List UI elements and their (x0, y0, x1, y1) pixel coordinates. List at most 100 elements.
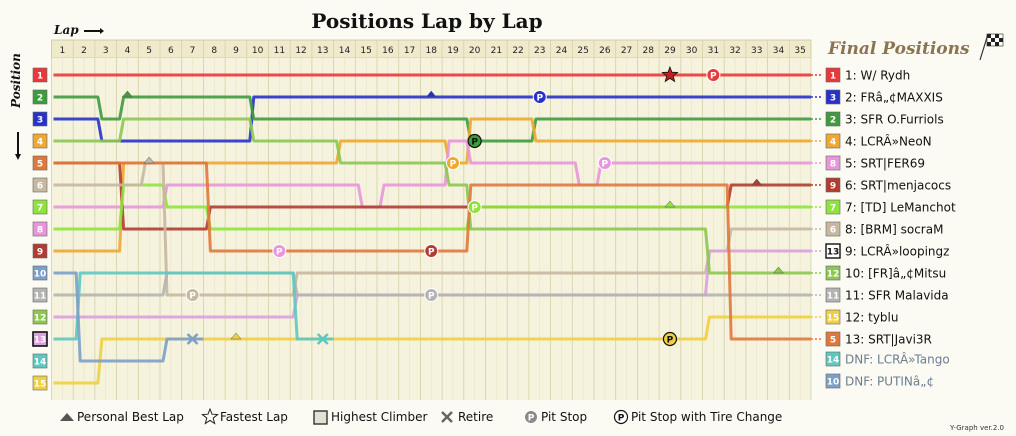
personal-best-marker (772, 266, 784, 274)
start-position-box (32, 265, 48, 281)
checkered-flag-icon (979, 33, 1004, 61)
final-positions-list: 1 1: W/ Rydh 3 2: FRâ„¢MAXXIS 2 3: SFR O.Furr… (825, 67, 956, 389)
legend-label: Retire (458, 410, 493, 424)
series-line (53, 95, 811, 143)
final-position-box (825, 221, 841, 237)
final-position-name: 3: SFR O.Furriols (845, 113, 944, 127)
lap-tick-label: 25 (577, 46, 588, 56)
series-line (53, 271, 334, 341)
final-positions-title: Final Positions (827, 39, 970, 59)
lap-tick-label: 27 (621, 46, 632, 56)
final-position-start: 9 (830, 182, 836, 192)
pit-stop-marker-glyph: P (471, 204, 478, 214)
pit-tire-marker-circle (467, 133, 482, 149)
start-position-label: 8 (37, 226, 43, 236)
lap-tick-label: 1 (59, 46, 65, 56)
final-position-box (825, 89, 841, 105)
legend-fastest-lap-icon (201, 407, 219, 425)
final-position-box (825, 309, 841, 325)
series-line (53, 117, 811, 275)
lap-tick-label: 10 (252, 46, 264, 56)
start-position-label: 7 (37, 204, 43, 214)
legend-label: Personal Best Lap (77, 410, 184, 424)
y-axis-arrowhead (15, 154, 21, 160)
final-position-name: 10: [FR]â„¢Mitsu (845, 267, 946, 281)
lap-tick-label: 4 (125, 46, 131, 56)
final-position-box (825, 373, 841, 389)
retire-marker (316, 333, 329, 345)
legend: Personal Best Lap Fastest Lap Highest Clim… (60, 407, 782, 425)
final-position-start: 6 (830, 226, 836, 236)
series-line (53, 161, 811, 341)
start-position-label: 10 (34, 270, 47, 280)
lap-tick-label: 23 (534, 46, 545, 56)
legend-label: Highest Climber (331, 410, 427, 424)
start-position-box (32, 133, 48, 149)
lap-tick-label: 21 (491, 46, 502, 56)
lap-tick-label: 17 (404, 46, 415, 56)
lap-tick-label: 12 (295, 46, 306, 56)
pit-tire-marker-circle (662, 331, 678, 347)
start-position-box (32, 199, 48, 215)
final-position-start: 7 (830, 204, 836, 214)
series-line (53, 315, 811, 385)
pit-stop-marker-glyph: P (602, 160, 609, 170)
start-position-box (32, 221, 48, 237)
final-position-box (825, 287, 841, 303)
pit-stop-marker-circle (597, 156, 612, 170)
pit-stop-marker-circle (706, 68, 721, 82)
event-markers: P P P P P P P P P P P (121, 65, 784, 347)
final-position-name: 6: SRT|menjacocs (845, 179, 951, 193)
pit-tire-marker-glyph: P (667, 336, 674, 346)
lap-tick-label: 11 (274, 46, 285, 56)
start-position-label: 15 (34, 380, 47, 390)
final-position-name: 4: LCRÂ»NeoN (845, 134, 932, 149)
lap-tick-label: 18 (426, 46, 438, 56)
start-position-label: 4 (37, 138, 43, 148)
final-position-start: 2 (830, 116, 836, 126)
final-position-name: 7: [TD] LeManchot (845, 201, 956, 215)
pit-stop-marker-glyph: P (428, 292, 435, 302)
series-line (53, 271, 811, 297)
legend-pit-stop-icon-circle (524, 410, 538, 424)
pit-stop-marker-glyph: P (536, 94, 543, 104)
final-position-name: 13: SRT|Javi3R (845, 333, 932, 347)
pit-stop-marker-circle (424, 244, 439, 258)
start-position-box (32, 177, 48, 193)
final-position-box (825, 155, 841, 171)
start-position-box (32, 67, 48, 83)
legend-pit-tire-icon-circle (613, 409, 629, 425)
version-label: Y-Graph ver.2.0 (949, 424, 1004, 432)
lap-tick-label: 30 (686, 46, 698, 56)
lap-tick-label: 35 (794, 46, 805, 56)
legend-label: Pit Stop with Tire Change (631, 410, 782, 424)
start-position-box (32, 155, 48, 171)
lap-tick-label: 9 (233, 46, 239, 56)
lap-tick-label: 3 (103, 46, 109, 56)
final-position-start: 10 (827, 378, 840, 388)
legend-label: Fastest Lap (220, 410, 288, 424)
final-position-name: 9: LCRÂ»loopingz (845, 244, 949, 259)
legend-personal-best-icon (60, 413, 74, 421)
final-position-box (825, 177, 841, 193)
lap-tick-label: 8 (211, 46, 217, 56)
lap-tick-label: 14 (339, 46, 351, 56)
pit-tire-marker-glyph: P (471, 138, 478, 148)
legend-label: Pit Stop (541, 410, 587, 424)
pit-stop-marker-circle (272, 244, 287, 258)
lap-tick-label: 26 (599, 46, 611, 56)
lap-tick-label: 31 (708, 46, 719, 56)
legend-pit-tire-icon-glyph: P (618, 414, 625, 424)
pit-stop-marker-glyph: P (276, 248, 283, 258)
retire-marker (186, 333, 199, 345)
chart-title: Positions Lap by Lap (311, 9, 542, 33)
final-position-box (825, 67, 841, 83)
lap-tick-label: 33 (751, 46, 762, 56)
lap-tick-label: 34 (773, 46, 785, 56)
final-position-start: 8 (830, 160, 836, 170)
final-position-name: DNF: PUTINâ„¢ (845, 375, 934, 389)
lap-tick-label: 29 (664, 46, 676, 56)
start-position-label: 12 (34, 314, 47, 324)
start-position-box (32, 111, 48, 127)
final-position-start: 13 (827, 248, 840, 258)
